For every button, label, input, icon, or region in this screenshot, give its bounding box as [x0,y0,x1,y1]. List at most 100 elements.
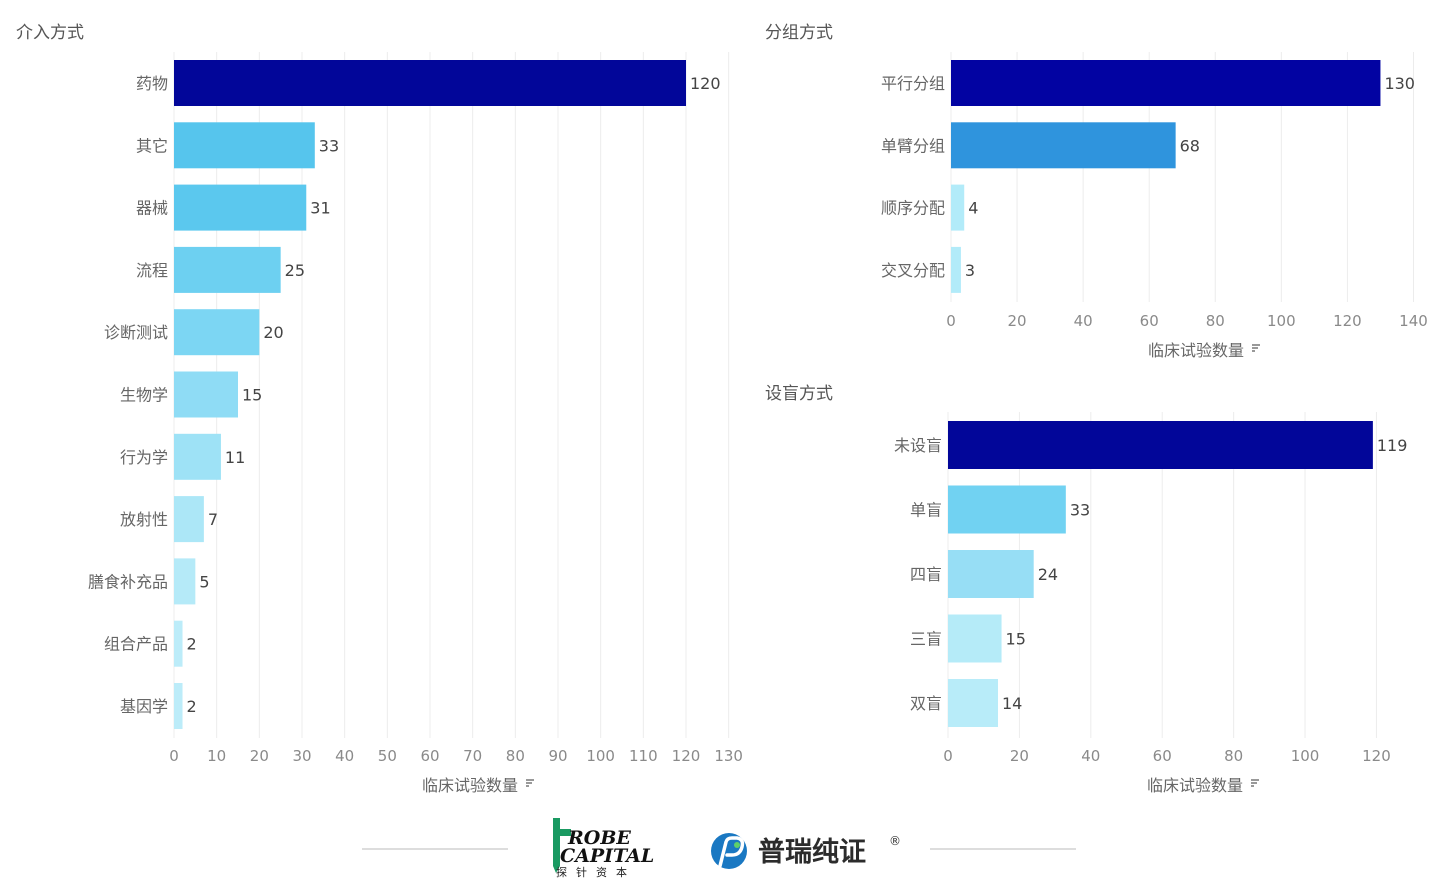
blinding-category-label: 双盲 [910,694,942,713]
grouping-value-label: 4 [968,199,978,218]
intervention-value-label: 2 [187,635,197,654]
grouping-x-tick-label: 120 [1333,312,1362,330]
intervention-bar [174,620,183,667]
grouping-x-tick-label: 60 [1140,312,1159,330]
purui-p-icon [711,833,747,869]
grouping-chart-title: 分组方式 [765,23,833,43]
intervention-category-label: 生物学 [120,386,168,405]
intervention-x-tick-label: 100 [586,747,615,765]
blinding-value-label: 119 [1377,436,1408,455]
intervention-category-label: 基因学 [120,697,168,716]
blinding-x-tick-label: 120 [1362,747,1391,765]
intervention-bar [174,60,686,106]
blinding-category-label: 未设盲 [894,436,942,455]
intervention-value-label: 7 [208,510,218,529]
blinding-value-label: 33 [1070,501,1090,520]
blinding-x-tick-label: 100 [1291,747,1320,765]
grouping-bar [951,60,1381,106]
blinding-value-label: 15 [1006,630,1026,649]
intervention-bar [174,683,183,729]
intervention-value-label: 2 [187,697,197,716]
grouping-value-label: 130 [1384,74,1415,93]
intervention-bar [174,496,204,543]
intervention-x-tick-label: 120 [672,747,701,765]
intervention-value-label: 25 [285,261,305,280]
grouping-value-label: 68 [1180,136,1200,155]
blinding-x-axis-label: 临床试验数量 [1147,776,1243,795]
grouping-x-tick-label: 80 [1206,312,1225,330]
blinding-x-tick-label: 60 [1153,747,1172,765]
grouping-chart: 分组方式 0 20 40 60 80 100 120 140 平行分组 130 单臂分组 68 顺序分配 4… [765,23,1428,360]
intervention-chart: 介入方式 0 10 20 30 40 50 60 70 80 90 100 110 120 130 药物 120… [16,23,743,795]
intervention-value-label: 15 [242,386,262,405]
intervention-category-label: 放射性 [120,510,168,529]
intervention-bar [174,246,281,293]
intervention-bar [174,558,196,605]
intervention-bar [174,184,307,231]
intervention-x-tick-label: 10 [207,747,226,765]
intervention-x-tick-label: 80 [506,747,525,765]
sort-icon[interactable] [1252,344,1260,352]
blinding-chart: 设盲方式 0 20 40 60 80 100 120 未设盲 119 单盲 33 四盲 24 三盲 15 双盲 1… [765,384,1407,795]
grouping-category-label: 顺序分配 [881,199,945,218]
blinding-x-tick-label: 0 [943,747,953,765]
intervention-bar [174,371,238,418]
purui-logo: 普瑞纯证 ® [711,833,901,869]
intervention-category-label: 药物 [136,74,168,93]
probe-needle-icon [553,818,571,873]
grouping-x-axis-label: 临床试验数量 [1148,341,1244,360]
blinding-bar [948,550,1034,598]
grouping-bar [951,184,965,231]
probe-capital-logo: ROBE CAPITAL 探针资本 [553,818,654,879]
grouping-x-tick-label: 20 [1008,312,1027,330]
sort-icon[interactable] [1251,779,1259,787]
intervention-x-tick-label: 20 [250,747,269,765]
intervention-bar [174,433,221,480]
purui-logo-name: 普瑞纯证 [758,836,866,868]
grouping-value-label: 3 [965,261,975,280]
registered-mark: ® [889,834,901,848]
intervention-category-label: 流程 [136,261,168,280]
intervention-value-label: 11 [225,448,245,467]
capital-logo-word: CAPITAL [560,845,654,867]
sort-icon[interactable] [526,779,534,787]
intervention-x-tick-label: 70 [463,747,482,765]
intervention-x-tick-label: 0 [169,747,179,765]
blinding-bar [948,614,1002,663]
blinding-chart-title: 设盲方式 [765,384,833,404]
grouping-category-label: 平行分组 [881,74,945,93]
intervention-x-axis-label: 临床试验数量 [422,776,518,795]
intervention-value-label: 33 [319,136,339,155]
intervention-category-label: 诊断测试 [104,323,168,342]
intervention-chart-title: 介入方式 [16,23,84,43]
grouping-category-label: 交叉分配 [881,261,945,280]
grouping-bar [951,122,1176,169]
intervention-category-label: 器械 [136,199,168,218]
probe-logo-word: ROBE [567,827,631,849]
blinding-x-tick-label: 20 [1010,747,1029,765]
intervention-category-label: 其它 [136,136,168,155]
blinding-bar [948,679,998,727]
intervention-x-tick-label: 30 [292,747,311,765]
grouping-x-tick-label: 100 [1267,312,1296,330]
intervention-bar [174,309,260,356]
blinding-value-label: 24 [1038,565,1058,584]
blinding-x-tick-label: 80 [1224,747,1243,765]
blinding-category-label: 三盲 [910,630,942,649]
grouping-bar [951,246,961,293]
intervention-x-tick-label: 50 [378,747,397,765]
intervention-value-label: 20 [263,323,283,342]
blinding-bar [948,421,1373,469]
intervention-value-label: 31 [310,199,330,218]
blinding-value-label: 14 [1002,694,1022,713]
intervention-x-tick-label: 90 [548,747,567,765]
intervention-x-tick-label: 40 [335,747,354,765]
blinding-category-label: 单盲 [910,501,942,520]
grouping-x-tick-label: 40 [1074,312,1093,330]
intervention-category-label: 膳食补充品 [88,572,168,591]
grouping-x-tick-label: 140 [1399,312,1428,330]
intervention-value-label: 5 [199,572,209,591]
blinding-x-tick-label: 40 [1081,747,1100,765]
blinding-bar [948,485,1066,534]
